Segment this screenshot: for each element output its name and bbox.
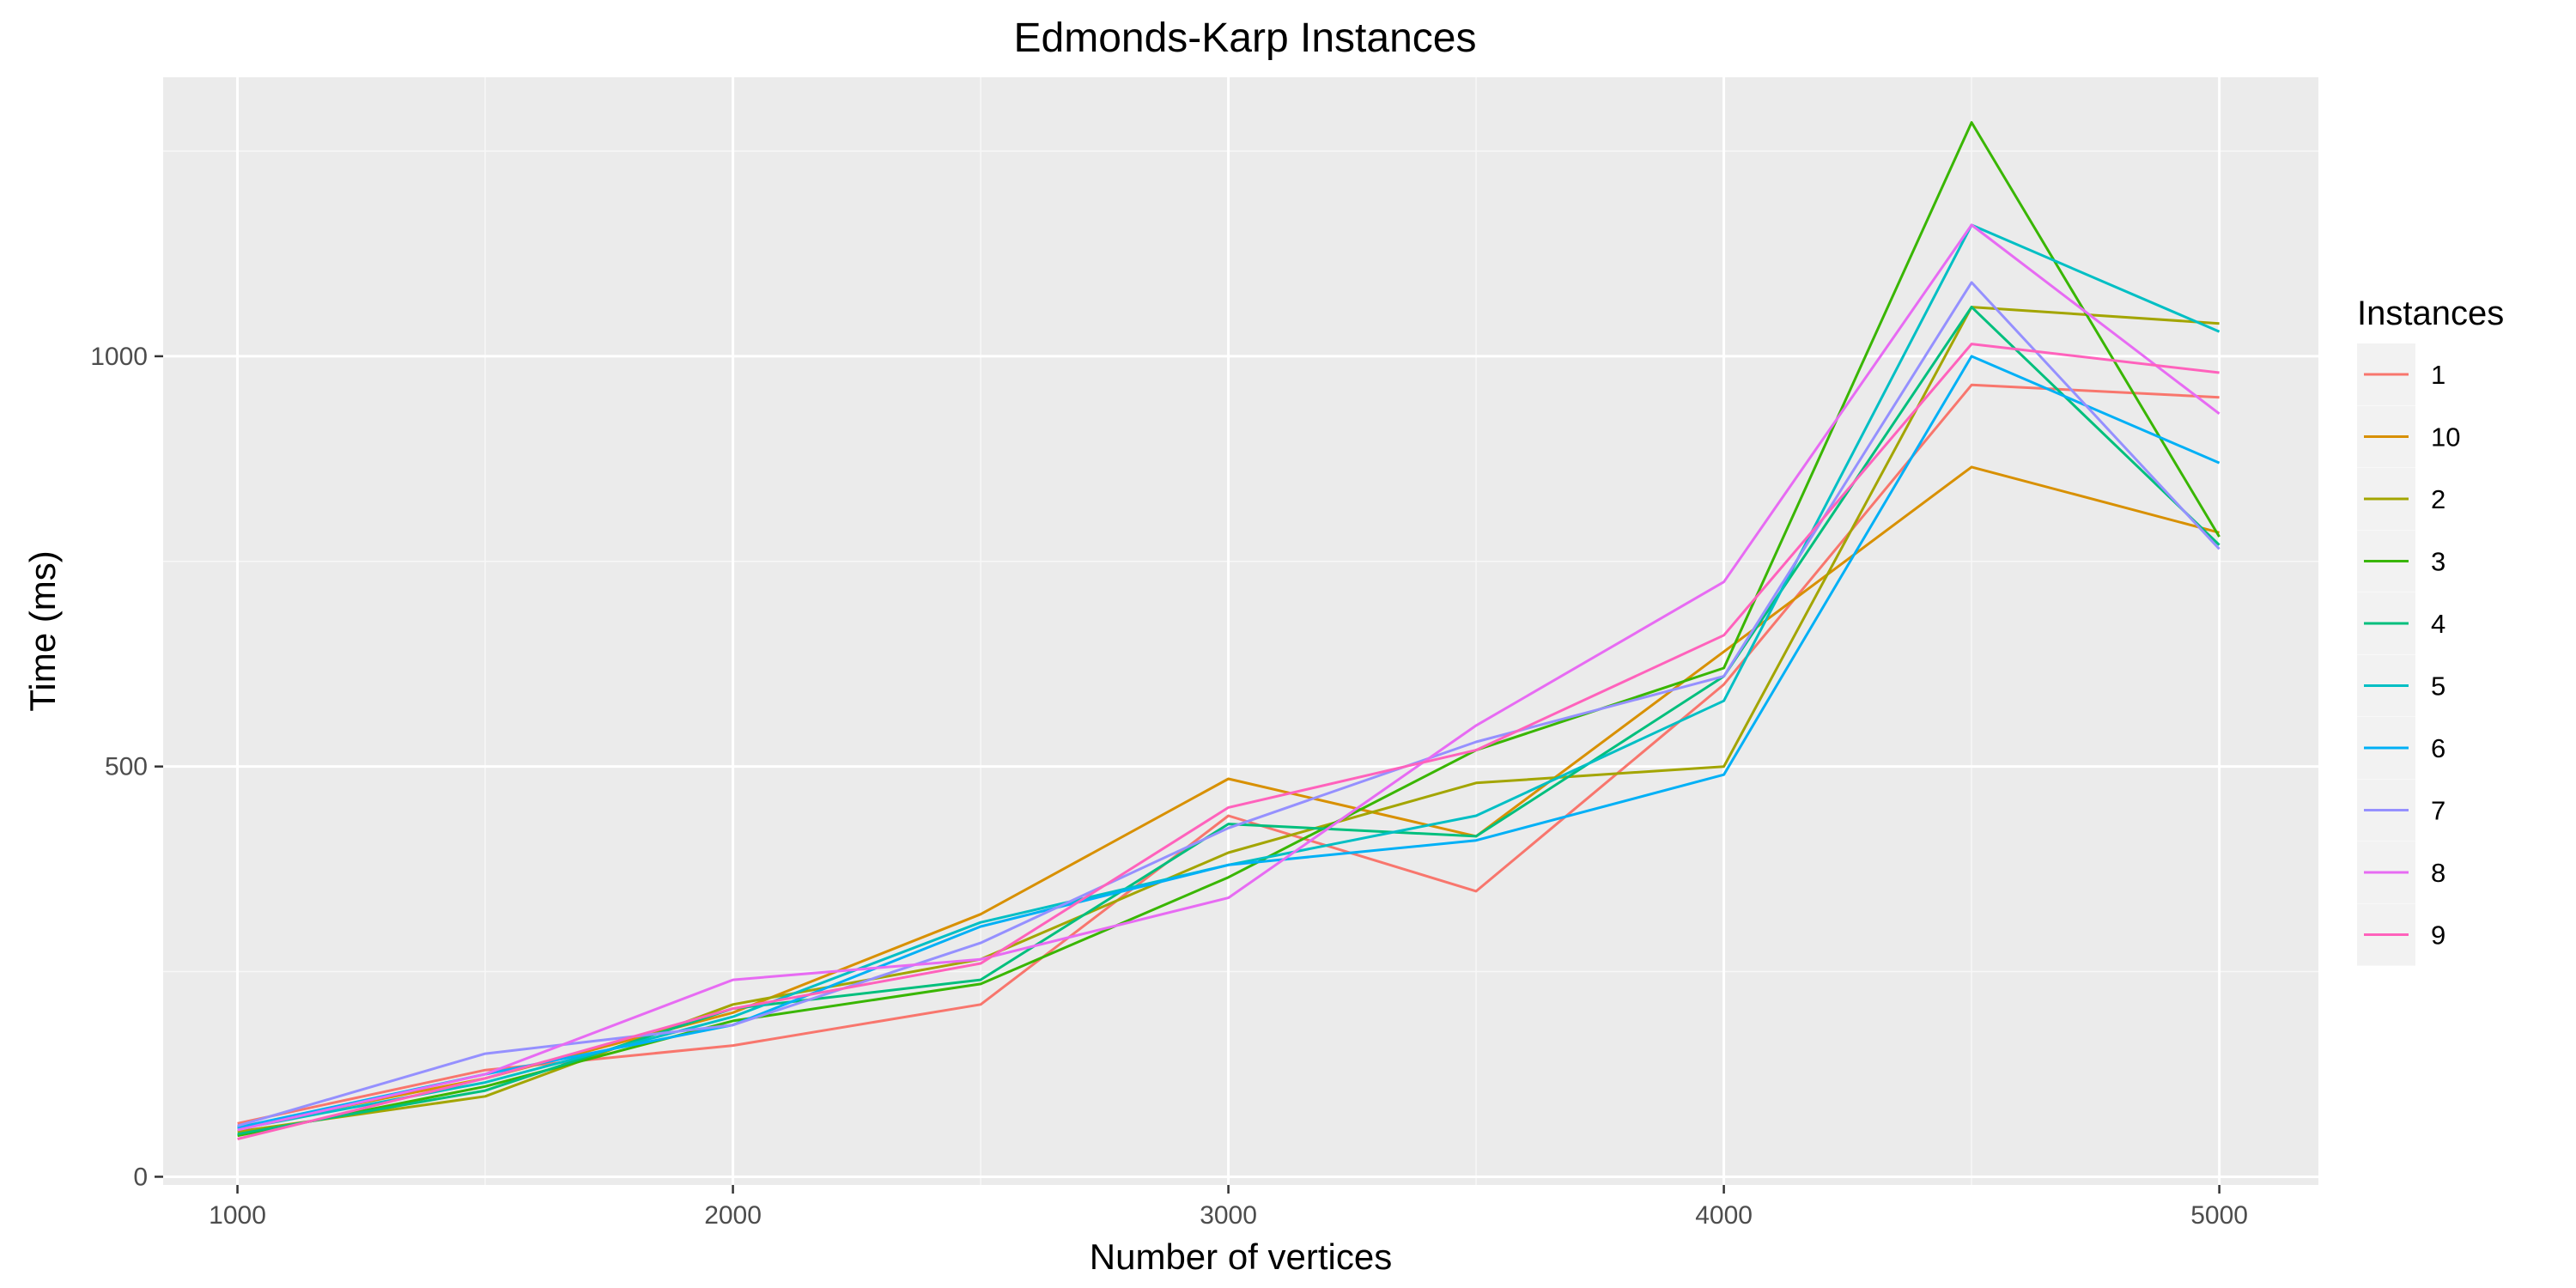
legend-label-10: 10 <box>2431 422 2460 453</box>
y-tick-label: 0 <box>133 1163 148 1191</box>
legend-label-3: 3 <box>2431 547 2445 577</box>
x-tick-label: 1000 <box>209 1201 266 1230</box>
grid-lines <box>163 77 2318 1185</box>
series-line-6 <box>237 355 2221 1129</box>
series-line-1 <box>237 383 2220 1125</box>
y-tick-label: 1000 <box>90 343 148 371</box>
y-axis-title: Time (ms) <box>22 550 63 711</box>
legend: Instances 1 10 2 3 4 5 6 7 8 9 <box>2357 295 2504 966</box>
legend-label-8: 8 <box>2431 858 2445 888</box>
x-tick-label: 4000 <box>1695 1201 1753 1230</box>
series-line-10 <box>237 465 2220 1129</box>
plot-panel <box>163 77 2318 1185</box>
y-tick-label: 500 <box>105 753 148 781</box>
y-axis: 0 500 1000 <box>90 343 163 1191</box>
series-lines <box>237 121 2221 1140</box>
x-tick-label: 5000 <box>2190 1201 2248 1230</box>
legend-title: Instances <box>2357 295 2504 332</box>
legend-label-9: 9 <box>2431 920 2445 951</box>
legend-label-6: 6 <box>2431 733 2445 763</box>
legend-label-7: 7 <box>2431 796 2445 826</box>
x-axis: 1000 2000 3000 4000 5000 <box>209 1185 2248 1230</box>
legend-label-1: 1 <box>2431 360 2445 390</box>
legend-items: 1 10 2 3 4 5 6 7 8 9 <box>2357 343 2460 966</box>
series-line-4 <box>237 306 2221 1136</box>
series-line-9 <box>237 343 2220 1140</box>
chart-title: Edmonds-Karp Instances <box>1014 15 1477 61</box>
x-tick-label: 3000 <box>1200 1201 1257 1230</box>
legend-label-5: 5 <box>2431 671 2445 702</box>
legend-label-2: 2 <box>2431 484 2445 514</box>
x-axis-title: Number of vertices <box>1090 1236 1392 1277</box>
legend-label-4: 4 <box>2431 609 2445 639</box>
series-line-8 <box>237 223 2221 1132</box>
x-tick-label: 2000 <box>704 1201 762 1230</box>
